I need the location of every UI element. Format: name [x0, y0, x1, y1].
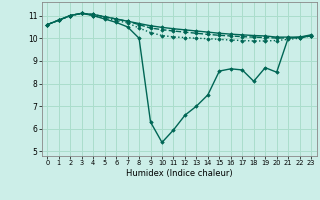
X-axis label: Humidex (Indice chaleur): Humidex (Indice chaleur)	[126, 169, 233, 178]
